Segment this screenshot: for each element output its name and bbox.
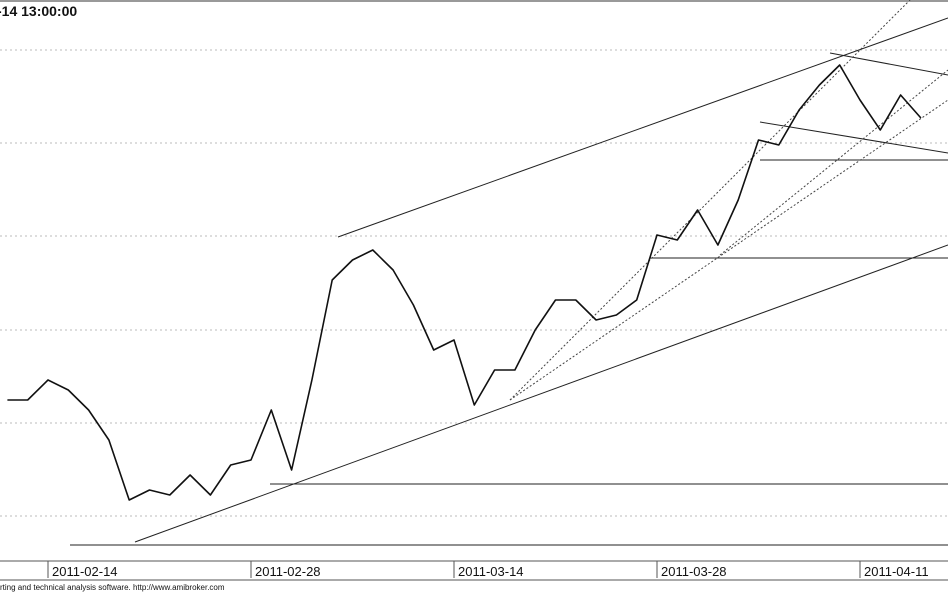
trendline bbox=[134, 244, 948, 543]
chart-title: -14 13:00:00 bbox=[0, 3, 77, 19]
fan-line bbox=[719, 69, 948, 256]
x-tick-label: 2011-02-14 bbox=[52, 564, 118, 579]
footer: rting and technical analysis software. h… bbox=[0, 583, 225, 592]
x-tick-label: 2011-04-11 bbox=[864, 564, 929, 579]
x-tick-label: 2011-03-28 bbox=[661, 564, 727, 579]
trendline bbox=[337, 17, 948, 238]
trendlines bbox=[70, 0, 948, 546]
trendline bbox=[829, 52, 948, 76]
x-tick-label: 2011-03-14 bbox=[458, 564, 524, 579]
x-tick-label: 2011-02-28 bbox=[255, 564, 321, 579]
trendline bbox=[759, 121, 948, 154]
price-line bbox=[7, 64, 922, 501]
fan-line bbox=[509, 99, 948, 401]
grid bbox=[0, 49, 948, 517]
